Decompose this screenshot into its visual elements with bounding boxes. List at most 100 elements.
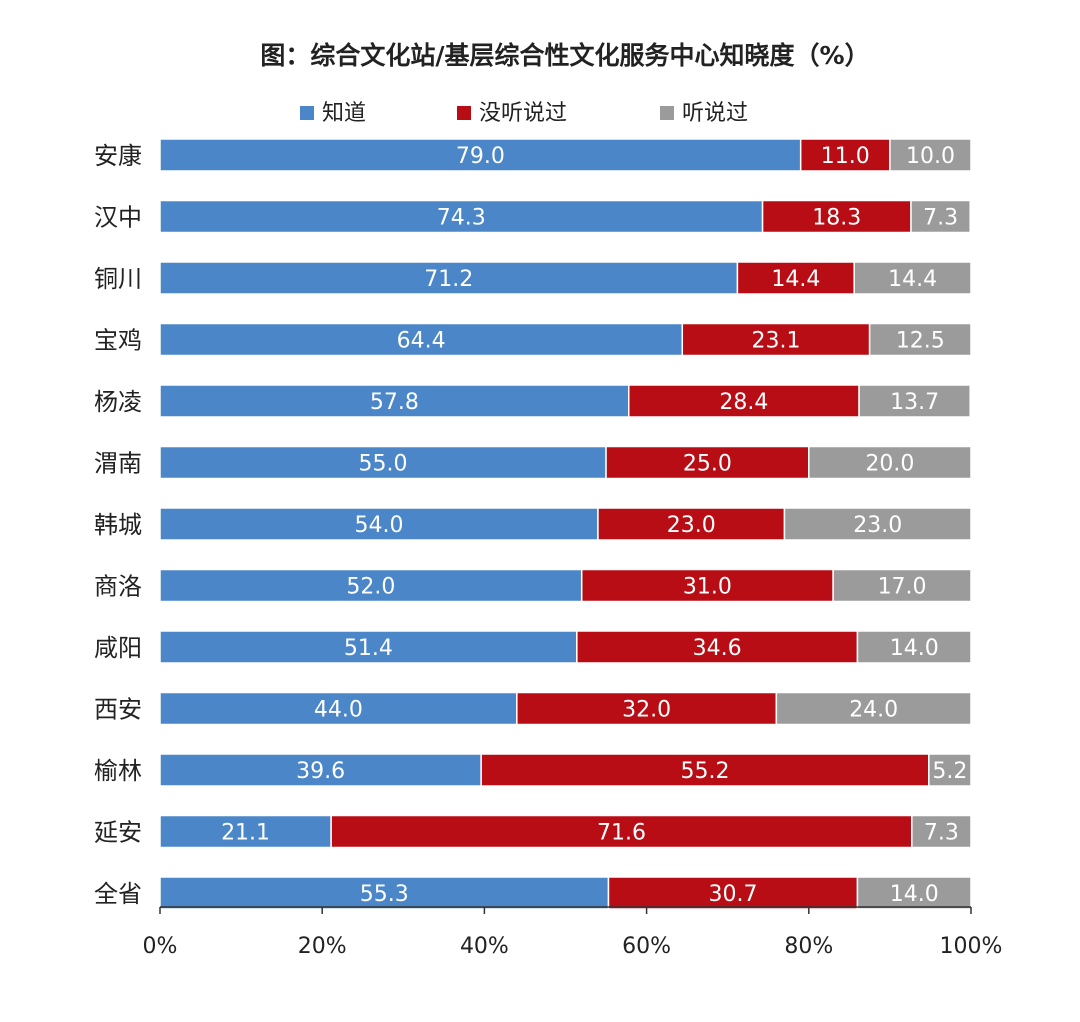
category-label: 西安 (94, 696, 142, 724)
bar-segment (783, 507, 972, 541)
data-label: 32.0 (622, 698, 671, 723)
bar-segment (159, 507, 599, 541)
category-label: 咸阳 (94, 634, 142, 662)
data-label: 7.3 (923, 206, 958, 231)
x-tick-label: 40% (460, 934, 509, 959)
bar-segment (856, 630, 972, 664)
data-label: 55.0 (359, 452, 408, 477)
data-label: 17.0 (878, 575, 927, 600)
bar-segment (607, 876, 859, 910)
legend-item-0: 知道 (300, 101, 366, 126)
data-label: 13.7 (890, 390, 939, 415)
data-label: 24.0 (849, 698, 898, 723)
data-label: 79.0 (456, 144, 505, 169)
bar-segment (159, 876, 610, 910)
bar-segment (159, 322, 684, 357)
data-label: 23.0 (853, 513, 902, 538)
data-label: 11.0 (821, 144, 870, 169)
bar-segment (761, 199, 912, 234)
legend-swatch (457, 106, 471, 120)
bar-segment (736, 261, 855, 295)
x-tick-label: 0% (143, 934, 178, 959)
data-label: 55.2 (680, 759, 729, 784)
data-label: 71.6 (597, 821, 646, 846)
x-axis: 0% 20% 40% 60% 80% 100% (143, 906, 1002, 959)
legend-label: 听说过 (682, 101, 748, 126)
bar-row: 64.4 23.1 12.5 (159, 322, 972, 357)
x-tick-label: 20% (298, 934, 347, 959)
data-label: 7.3 (924, 821, 959, 846)
data-label: 23.0 (667, 513, 716, 538)
bar-segment (159, 261, 739, 295)
bar-segment (799, 138, 891, 172)
data-label: 34.6 (693, 636, 742, 661)
data-label: 57.8 (370, 390, 419, 415)
bar-segment (159, 753, 482, 787)
category-label: 安康 (94, 142, 142, 170)
legend-swatch (660, 106, 674, 120)
bar-segment (159, 630, 578, 664)
bar-row: 55.0 25.0 20.0 (159, 445, 972, 480)
bar-segment (832, 568, 972, 603)
legend-item-1: 没听说过 (457, 101, 567, 126)
category-label: 商洛 (94, 573, 142, 601)
bar-segment (159, 445, 607, 480)
data-label: 20.0 (865, 452, 914, 477)
bar-segment (911, 814, 972, 849)
bar-segment (808, 445, 972, 480)
bar-segment (159, 138, 802, 172)
bar-row: 21.1 71.6 7.3 (159, 814, 972, 849)
bar-row: 51.4 34.6 14.0 (159, 630, 972, 664)
data-label: 30.7 (708, 882, 757, 907)
category-label: 汉中 (94, 204, 142, 232)
data-label: 74.3 (437, 206, 486, 231)
data-label: 71.2 (424, 267, 473, 292)
legend-label: 知道 (322, 101, 366, 126)
bar-segment (159, 568, 583, 603)
chart-title: 图：综合文化站/基层综合性文化服务中心知晓度（%） (260, 41, 869, 70)
bar-segment (853, 261, 972, 295)
bar-row: 71.2 14.4 14.4 (159, 261, 972, 295)
bar-segment (159, 691, 518, 726)
category-label: 宝鸡 (94, 327, 142, 355)
legend: 知道 没听说过 听说过 (300, 101, 748, 126)
bar-row: 74.3 18.3 7.3 (159, 199, 971, 234)
bar-segment (856, 876, 972, 910)
bar-row: 55.3 30.7 14.0 (159, 876, 972, 910)
data-label: 14.4 (888, 267, 937, 292)
data-label: 64.4 (397, 329, 446, 354)
data-label: 28.4 (719, 390, 768, 415)
data-label: 18.3 (812, 206, 861, 231)
category-label: 铜川 (94, 265, 142, 293)
category-label: 延安 (94, 819, 142, 847)
data-label: 10.0 (906, 144, 955, 169)
data-label: 5.2 (932, 759, 967, 784)
bar-segment (597, 507, 786, 541)
bar-row: 79.0 11.0 10.0 (159, 138, 972, 172)
category-label: 榆林 (94, 757, 142, 785)
legend-swatch (300, 106, 314, 120)
data-label: 12.5 (896, 329, 945, 354)
bar-segment (159, 814, 332, 849)
bar-segment (928, 753, 972, 787)
bar-segment (516, 691, 778, 726)
bar-row: 44.0 32.0 24.0 (159, 691, 972, 726)
data-label: 51.4 (344, 636, 393, 661)
bar-segment (910, 199, 971, 234)
bar-segment (889, 138, 972, 172)
bar-segment (868, 322, 972, 357)
data-label: 52.0 (346, 575, 395, 600)
data-label: 44.0 (314, 698, 363, 723)
x-tick-label: 80% (784, 934, 833, 959)
data-label: 55.3 (360, 882, 409, 907)
bar-segment (628, 384, 860, 418)
bar-segment (775, 691, 972, 726)
bar-row: 57.8 28.4 13.7 (159, 384, 971, 418)
data-label: 14.0 (890, 882, 939, 907)
data-label: 25.0 (683, 452, 732, 477)
bar-segment (159, 384, 630, 418)
data-label: 31.0 (683, 575, 732, 600)
bar-segment (580, 568, 834, 603)
